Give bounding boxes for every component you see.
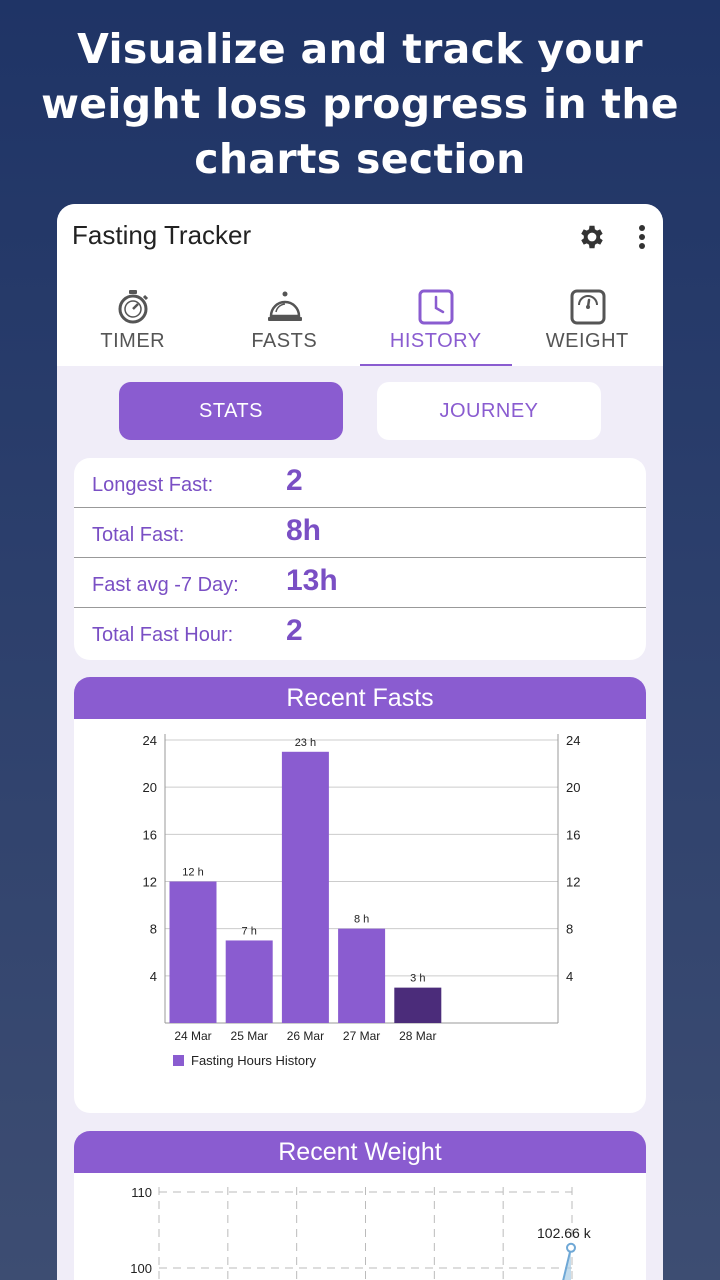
- stat-label: Longest Fast:: [92, 474, 214, 496]
- stat-row-total-fast-hour: Total Fast Hour: 2: [74, 608, 646, 658]
- x-tick-label: 24 Mar: [174, 1029, 211, 1043]
- y-tick-label-right: 16: [566, 827, 580, 842]
- tab-fasts-label: FASTS: [251, 330, 318, 352]
- app-bar: Fasting Tracker TIMER: [57, 204, 663, 366]
- legend-swatch: [173, 1055, 184, 1066]
- y-tick-label-left: 4: [150, 969, 157, 984]
- stat-label: Fast avg -7 Day:: [92, 574, 239, 596]
- legend-label: Fasting Hours History: [191, 1053, 316, 1068]
- headline-line-1: Visualize and track your: [77, 25, 643, 73]
- y-tick-label: 100: [130, 1261, 152, 1276]
- app-screen: Fasting Tracker TIMER: [57, 204, 663, 1280]
- bar-data-label: 12 h: [182, 867, 203, 879]
- bar-24-mar: [169, 881, 217, 1023]
- recent-weight-card: Recent Weight 100 110 102.66 k: [74, 1131, 646, 1280]
- tab-timer-label: TIMER: [100, 330, 166, 352]
- stopwatch-icon: [118, 290, 149, 324]
- weight-line: [562, 1247, 572, 1280]
- stats-card: Longest Fast: 2 Total Fast: 8h Fast avg …: [74, 458, 646, 660]
- stat-row-fast-avg-7-day: Fast avg -7 Day: 13h: [74, 558, 646, 608]
- bar-data-label: 8 h: [354, 914, 369, 926]
- more-vert-icon[interactable]: [632, 222, 652, 252]
- y-tick-label-right: 12: [566, 875, 580, 890]
- x-tick-label: 25 Mar: [231, 1029, 268, 1043]
- journey-toggle-button[interactable]: JOURNEY: [377, 382, 601, 440]
- x-tick-label: 28 Mar: [399, 1029, 436, 1043]
- tab-history[interactable]: HISTORY: [360, 284, 512, 366]
- stat-label: Total Fast:: [92, 524, 185, 546]
- bar-data-label: 3 h: [410, 973, 425, 985]
- bar-25-mar: [225, 940, 273, 1023]
- stat-value: 8h: [286, 514, 322, 547]
- recent-fasts-header: Recent Fasts: [74, 677, 646, 719]
- stat-value: 2: [286, 464, 303, 497]
- tab-timer[interactable]: TIMER: [57, 284, 209, 366]
- bar-data-label: 7 h: [242, 925, 257, 937]
- weight-data-label: 102.66 k: [537, 1225, 592, 1241]
- y-tick-label-left: 8: [150, 922, 157, 937]
- promo-headline: Visualize and track your weight loss pro…: [0, 22, 720, 187]
- y-tick-label-left: 12: [143, 875, 157, 890]
- tab-history-label: HISTORY: [389, 330, 482, 352]
- y-tick-label-right: 20: [566, 780, 580, 795]
- recent-fasts-chart: 4 4 8 8 12 12 16 16 20 20 24 24 12 h 24 Mar 7 h 25 Mar 2…: [143, 733, 581, 1068]
- bar-28-mar: [394, 987, 442, 1023]
- weight-point: [566, 1242, 576, 1253]
- y-tick-label-left: 16: [143, 827, 157, 842]
- gear-icon[interactable]: [577, 222, 607, 252]
- x-tick-label: 26 Mar: [287, 1029, 324, 1043]
- stat-value: 13h: [286, 564, 338, 597]
- recent-fasts-card: Recent Fasts 4 4 8 8 12 12 16 16 20 20 24 24 12 h 24 …: [74, 677, 646, 1113]
- tab-weight[interactable]: WEIGHT: [512, 284, 664, 366]
- bar-26-mar: [281, 751, 329, 1023]
- tab-bar: TIMER FASTS HISTORY: [57, 284, 663, 366]
- headline-line-2: weight loss progress in the: [41, 80, 679, 128]
- x-tick-label: 27 Mar: [343, 1029, 380, 1043]
- app-title: Fasting Tracker: [72, 220, 252, 250]
- y-tick-label-left: 24: [143, 733, 157, 748]
- recent-weight-header: Recent Weight: [74, 1131, 646, 1173]
- bar-data-label: 23 h: [295, 737, 316, 749]
- stat-row-longest-fast: Longest Fast: 2: [74, 458, 646, 508]
- recent-weight-chart: 100 110 102.66 k: [130, 1185, 592, 1280]
- cloche-icon: [267, 291, 302, 321]
- stat-value: 2: [286, 614, 303, 647]
- tab-weight-label: WEIGHT: [545, 330, 629, 352]
- y-tick-label-left: 20: [143, 780, 157, 795]
- stats-toggle-button[interactable]: STATS: [119, 382, 343, 440]
- tab-fasts[interactable]: FASTS: [209, 284, 361, 366]
- bar-27-mar: [338, 928, 386, 1023]
- clock-icon: [418, 289, 454, 325]
- y-tick-label-right: 8: [566, 922, 573, 937]
- y-tick-label: 110: [131, 1185, 152, 1200]
- stat-label: Total Fast Hour:: [92, 624, 234, 646]
- y-tick-label-right: 4: [566, 969, 573, 984]
- y-tick-label-right: 24: [566, 733, 580, 748]
- headline-line-3: charts section: [194, 135, 526, 183]
- stat-row-total-fast: Total Fast: 8h: [74, 508, 646, 558]
- scale-icon: [570, 289, 605, 325]
